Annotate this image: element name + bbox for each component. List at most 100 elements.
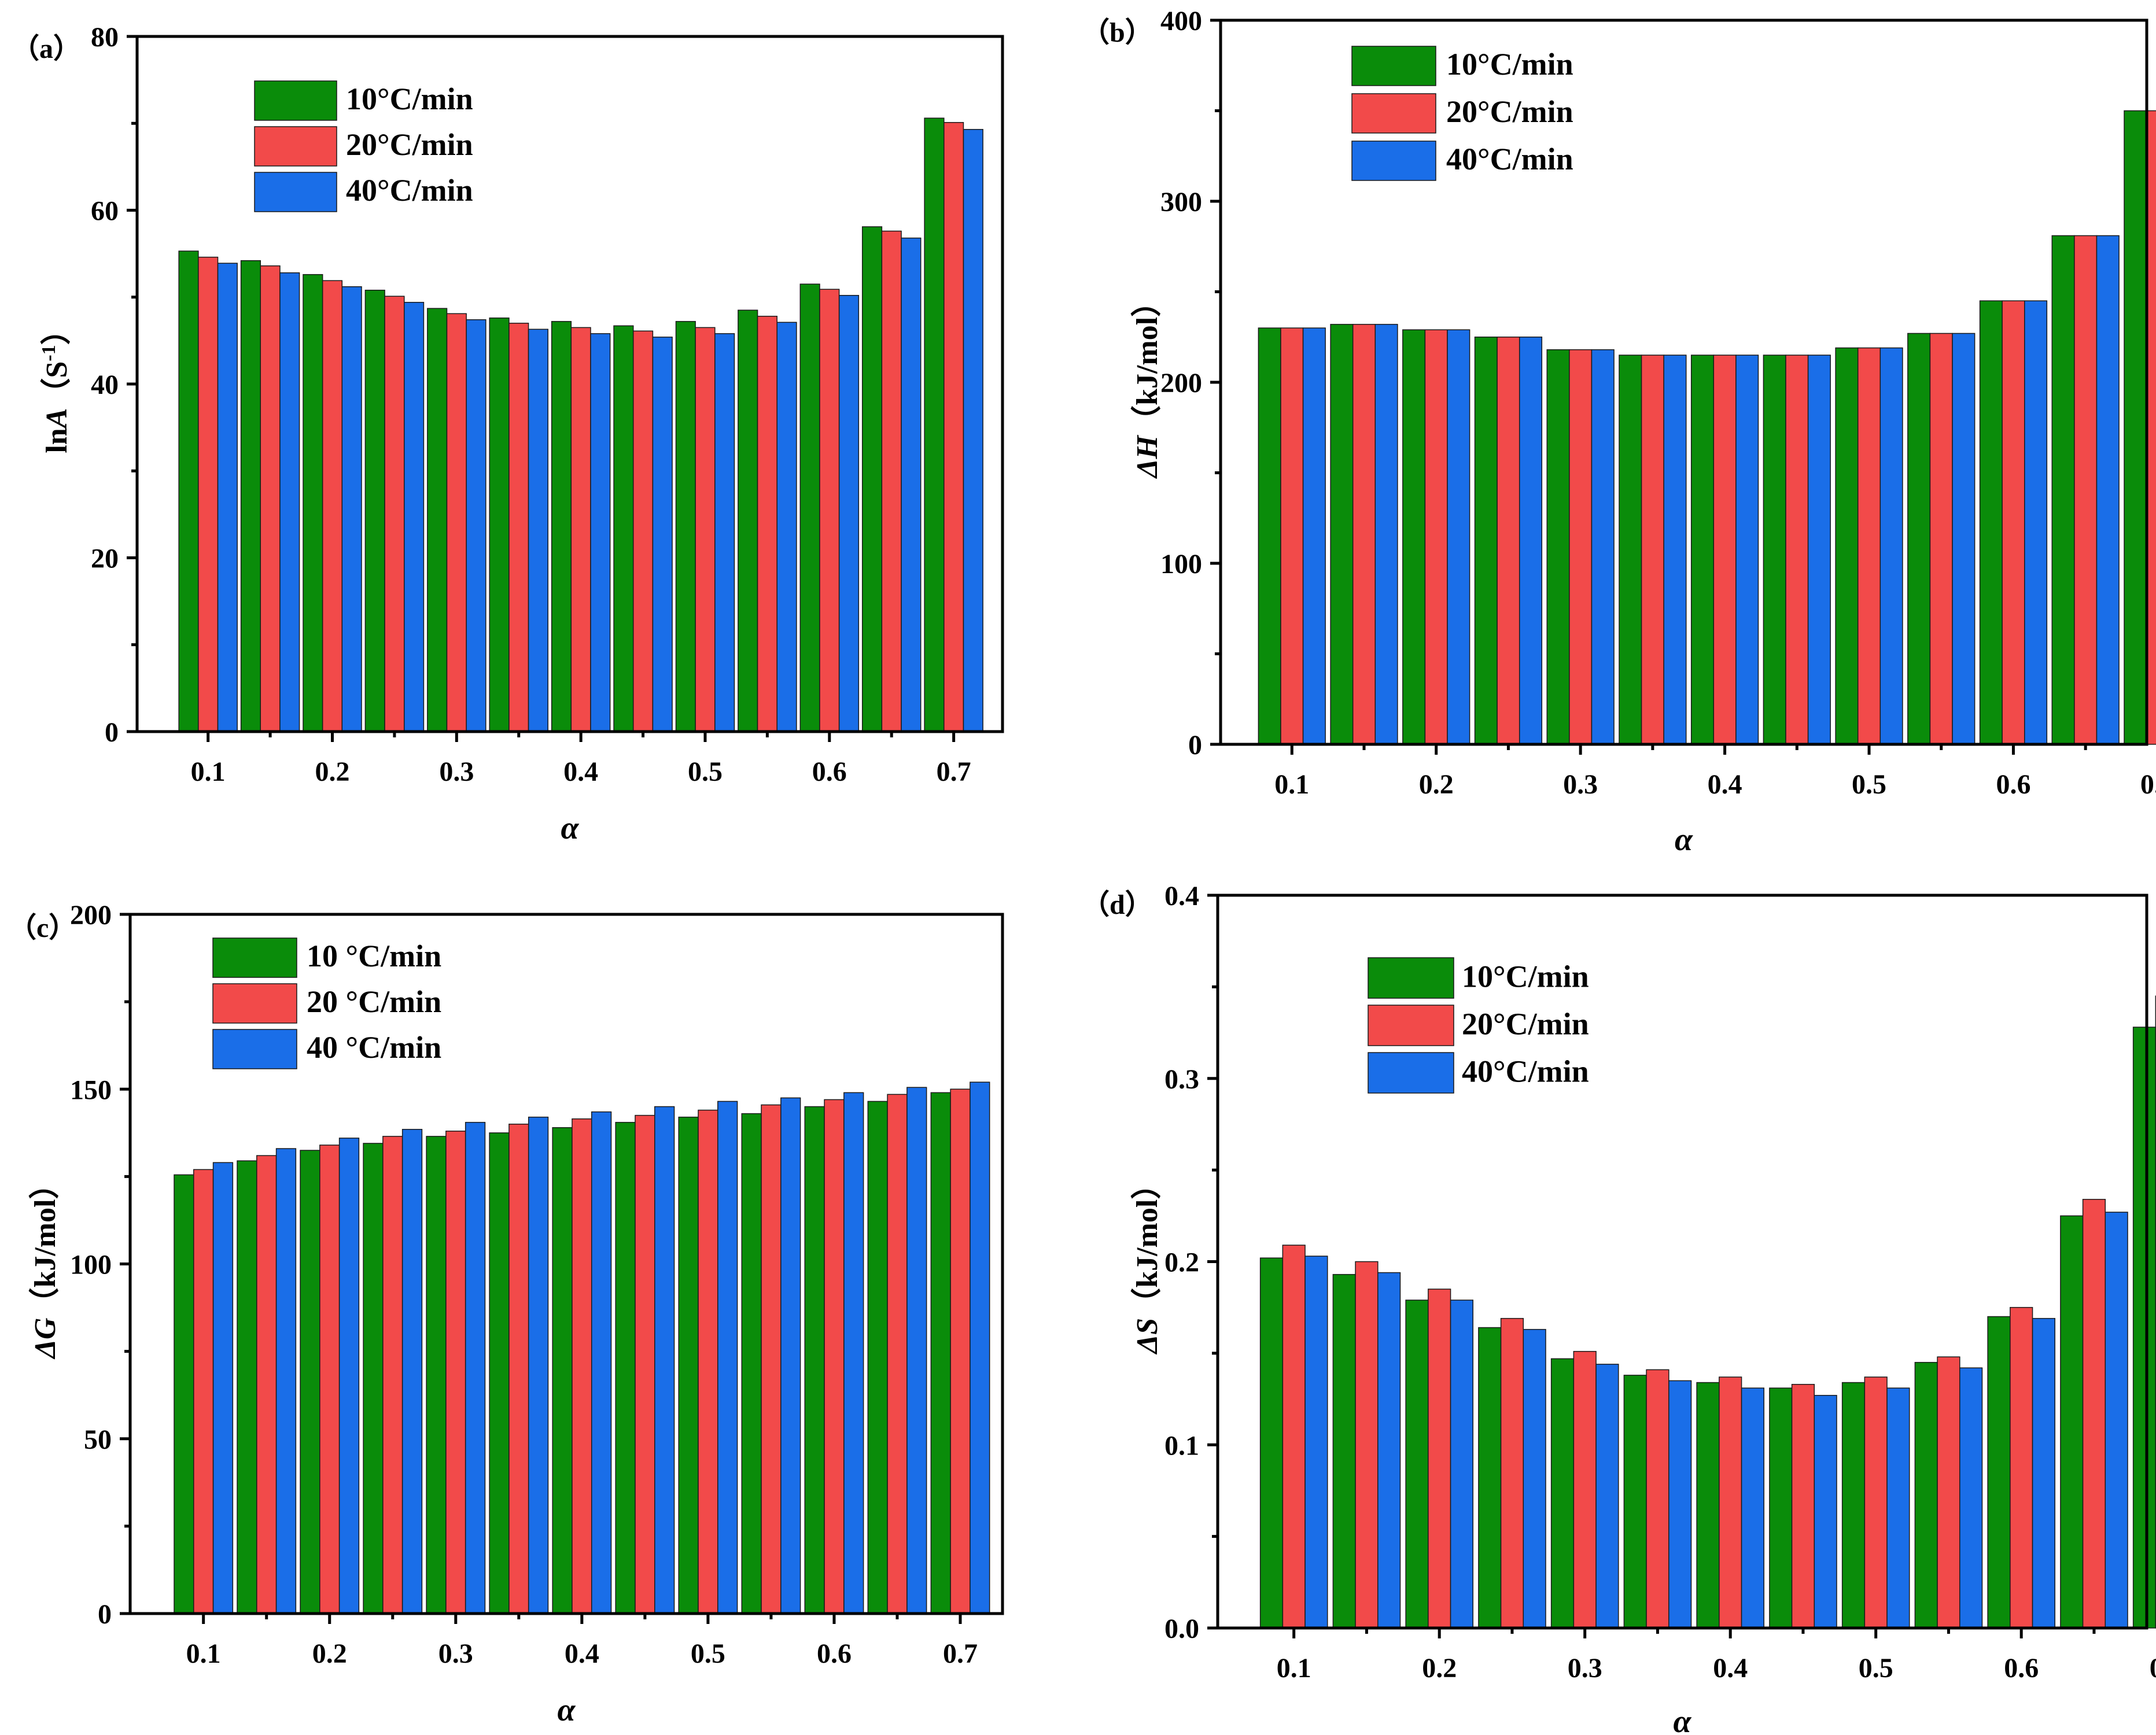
bar-blue-0.15	[1377, 1272, 1401, 1629]
bar-red-0.5	[1857, 347, 1881, 745]
bar-green-0.35	[489, 318, 510, 732]
bar-red-0.55	[757, 316, 777, 732]
y-tick-label: 200	[70, 900, 112, 931]
bar-red-0.25	[1497, 337, 1520, 745]
legend-swatch-blue	[1351, 141, 1436, 181]
y-tick-label: 50	[84, 1424, 112, 1455]
bar-green-0.4	[551, 321, 572, 732]
bar-blue-0.1	[1302, 327, 1326, 745]
y-axis-label: ΔG（kJ/mol）	[28, 1169, 62, 1359]
x-tick-label: 0.1	[1274, 769, 1309, 800]
bar-blue-0.15	[275, 1148, 297, 1614]
bar-green-0.65	[2060, 1215, 2084, 1629]
x-tick-label: 0.3	[1563, 769, 1598, 800]
legend-label: 10 °C/min	[307, 939, 441, 973]
panel-label: （d）	[1082, 889, 1153, 920]
legend-label: 10°C/min	[346, 82, 473, 116]
bar-red-0.3	[1573, 1350, 1597, 1629]
bar-green-0.45	[1769, 1387, 1793, 1629]
bar-blue-0.35	[528, 328, 548, 732]
bar-blue-0.5	[717, 1101, 738, 1614]
x-axis-label: α	[558, 1692, 576, 1728]
legend-swatch-red	[1368, 1005, 1454, 1046]
bar-blue-0.1	[212, 1162, 234, 1614]
y-tick-label: 400	[1160, 6, 1202, 36]
bar-green-0.55	[1914, 1361, 1938, 1629]
bar-green-0.35	[1623, 1375, 1647, 1629]
bar-green-0.65	[867, 1101, 888, 1614]
bar-red-0.55	[1937, 1356, 1960, 1629]
bar-red-0.15	[1352, 324, 1376, 745]
legend-label: 10°C/min	[1462, 959, 1589, 994]
x-axis-label: α	[1674, 1704, 1692, 1735]
bar-green-0.5	[1841, 1382, 1866, 1629]
legend-label: 10°C/min	[1446, 47, 1573, 82]
bar-blue-0.65	[2096, 235, 2120, 745]
bar-red-0.4	[572, 1118, 592, 1614]
bar-red-0.45	[1791, 1383, 1815, 1629]
bar-blue-0.4	[1741, 1387, 1764, 1629]
bar-red-0.2	[1424, 329, 1448, 745]
y-axis-label-superscript: -1	[38, 345, 60, 361]
bar-blue-0.5	[1886, 1387, 1910, 1629]
bar-red-0.2	[322, 280, 343, 732]
y-tick-label: 60	[91, 196, 119, 227]
y-tick-label: 80	[91, 22, 119, 53]
x-tick-label: 0.5	[688, 756, 723, 787]
bar-green-0.25	[364, 289, 385, 732]
y-tick-label: 300	[1160, 187, 1202, 217]
y-axis-label-close: ）	[40, 315, 73, 345]
x-axis-label: α	[561, 810, 580, 846]
bar-blue-0.1	[217, 263, 238, 732]
x-tick-label: 0.4	[563, 756, 598, 787]
bar-blue-0.55	[1952, 333, 1976, 745]
y-axis-label-unit: （S	[40, 361, 73, 408]
panel-label: （a）	[12, 34, 81, 64]
bar-green-0.6	[1979, 300, 2003, 745]
bar-green-0.6	[1987, 1316, 2011, 1629]
bar-green-0.1	[174, 1174, 194, 1614]
bar-red-0.45	[1785, 355, 1809, 745]
bar-blue-0.45	[652, 337, 673, 732]
bar-blue-0.3	[465, 1121, 486, 1614]
y-tick-label: 0.2	[1164, 1247, 1199, 1278]
bar-red-0.55	[761, 1104, 782, 1614]
bar-blue-0.6	[2024, 300, 2048, 745]
bar-green-0.2	[303, 274, 323, 732]
bar-blue-0.45	[1807, 355, 1831, 745]
bar-red-0.25	[382, 1136, 403, 1614]
bar-green-0.45	[615, 1121, 636, 1614]
x-tick-label: 0.7	[2150, 1653, 2156, 1684]
bar-green-0.4	[552, 1127, 573, 1614]
bar-blue-0.7	[963, 129, 983, 732]
bar-red-0.5	[1864, 1376, 1888, 1629]
bar-red-0.65	[881, 230, 902, 732]
bar-blue-0.35	[1663, 355, 1687, 745]
x-tick-label: 0.7	[2140, 769, 2156, 800]
bar-blue-0.6	[2032, 1317, 2055, 1629]
bar-blue-0.5	[1879, 347, 1903, 745]
bar-green-0.55	[1907, 333, 1931, 745]
bar-blue-0.7	[970, 1081, 990, 1614]
x-tick-label: 0.1	[1277, 1653, 1311, 1684]
bar-blue-0.65	[901, 237, 922, 732]
bar-green-0.35	[1619, 355, 1642, 745]
bar-red-0.1	[198, 256, 219, 732]
bar-blue-0.5	[714, 333, 735, 732]
y-tick-label: 100	[1160, 549, 1202, 579]
legend-label: 40°C/min	[346, 173, 473, 208]
y-axis-label: ΔS（kJ/mol）	[1130, 1169, 1164, 1355]
x-tick-label: 0.3	[439, 756, 474, 787]
bar-green-0.45	[613, 325, 634, 732]
x-tick-label: 0.5	[691, 1638, 725, 1669]
bar-green-0.6	[804, 1106, 825, 1614]
legend-label: 20°C/min	[1446, 94, 1573, 129]
bar-red-0.25	[1500, 1317, 1524, 1629]
legend-swatch-green	[254, 80, 337, 121]
bar-green-0.5	[675, 321, 696, 732]
x-tick-label: 0.3	[438, 1638, 473, 1669]
x-tick-label: 0.2	[312, 1638, 347, 1669]
legend-label: 20 °C/min	[307, 984, 441, 1019]
bar-red-0.6	[2002, 300, 2025, 745]
legend-label: 40 °C/min	[307, 1030, 441, 1065]
